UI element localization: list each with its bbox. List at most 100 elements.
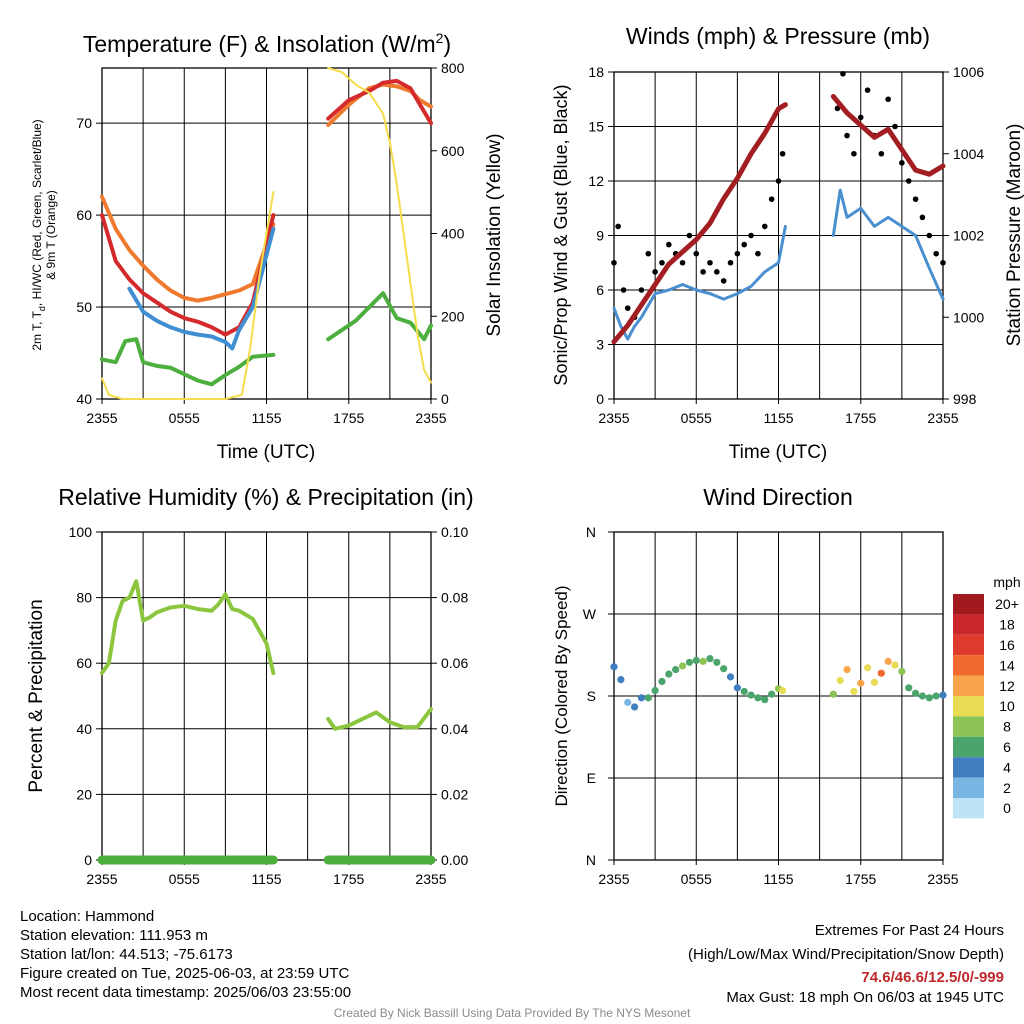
max-gust: Max Gust: 18 mph On 06/03 at 1945 UTC	[726, 989, 1004, 1006]
station-info: Location: Hammond Station elevation: 111…	[20, 907, 351, 1002]
gust-point	[645, 250, 652, 257]
temp-ylabel-right: Solar Insolation (Yellow)	[484, 133, 505, 336]
winds-ylabel-right: Station Pressure (Maroon)	[1004, 124, 1024, 347]
direction-point	[884, 657, 892, 665]
y-tick-label: 50	[76, 299, 92, 315]
legend-swatch	[953, 634, 984, 656]
direction-point	[939, 691, 947, 699]
gust-point	[878, 150, 885, 157]
x-tick-label: 1155	[251, 410, 281, 426]
extremes-subtitle: (High/Low/Max Wind/Precipitation/Snow De…	[688, 946, 1004, 963]
legend-swatch	[953, 757, 984, 778]
insolation-line	[327, 67, 432, 384]
gust-point	[666, 241, 672, 248]
gust-point	[755, 250, 761, 257]
gust-point	[933, 250, 939, 257]
humidity-title: Relative Humidity (%) & Precipitation (i…	[58, 484, 473, 510]
legend-swatch	[953, 798, 984, 819]
legend-swatch	[953, 614, 984, 635]
direction-point	[836, 676, 844, 685]
direction-point	[692, 656, 700, 665]
y2-tick-label: 0.06	[441, 655, 468, 671]
gust-point	[707, 259, 713, 266]
x-tick-label: 2355	[598, 410, 629, 426]
y2-tick-label: 0.00	[441, 852, 468, 868]
x-tick-label: 1755	[845, 871, 876, 887]
y2-tick-label: 400	[441, 226, 465, 242]
gust-point	[686, 232, 693, 239]
direction-point	[905, 684, 913, 692]
direction-point	[768, 690, 776, 698]
y-tick-label: 6	[596, 282, 604, 298]
direction-point	[624, 698, 632, 706]
y-tick-label: 40	[76, 391, 92, 407]
gust-point	[864, 87, 871, 93]
gust-point	[857, 114, 864, 121]
y2-tick-label: 200	[441, 308, 465, 324]
legend-label: 12	[999, 678, 1015, 694]
panel-direction	[613, 531, 944, 865]
x-tick-label: 2355	[86, 410, 117, 426]
direction-point	[857, 679, 865, 687]
y2-tick-label: 0.04	[441, 721, 468, 737]
direction-point	[911, 689, 920, 697]
legend-swatch	[953, 594, 984, 615]
extremes-values: 74.6/46.6/12.5/0/-999	[861, 969, 1004, 986]
y2-tick-label: 1004	[953, 146, 984, 162]
gust-point	[912, 196, 919, 202]
y-tick-label: 0	[596, 391, 604, 407]
winds-ylabel: Sonic/Prop Wind & Gust (Blue, Black)	[551, 84, 571, 385]
y2-tick-label: 0.02	[441, 786, 468, 802]
temp-green-line	[100, 337, 276, 387]
legend-swatch	[953, 777, 984, 798]
gust-point	[851, 150, 857, 157]
x-tick-label: 1755	[333, 410, 364, 426]
gust-point	[652, 269, 658, 275]
y2-tick-label: 1000	[953, 309, 984, 325]
y-tick-label: 0	[84, 852, 92, 868]
x-tick-label: 1755	[333, 871, 364, 887]
direction-point	[672, 665, 680, 674]
direction-tick-label: N	[586, 524, 596, 540]
legend-label: 20+	[995, 596, 1019, 612]
y-tick-label: 18	[588, 64, 604, 80]
wind-speed-line	[831, 188, 945, 301]
gust-point	[720, 278, 727, 284]
direction-point	[699, 657, 707, 665]
gust-point	[892, 123, 898, 130]
gust-point	[748, 232, 754, 239]
y-tick-label: 80	[76, 590, 92, 606]
direction-point	[665, 670, 673, 678]
legend-swatch	[953, 675, 984, 696]
y2-tick-label: 1006	[953, 64, 984, 80]
direction-point	[864, 664, 872, 672]
x-tick-label: 0555	[169, 871, 200, 887]
direction-title: Wind Direction	[703, 484, 853, 510]
x-tick-label: 1755	[845, 410, 876, 426]
gust-point	[615, 223, 621, 230]
x-tick-label: 2355	[415, 871, 446, 887]
legend-label: 16	[999, 637, 1015, 653]
direction-point	[706, 655, 714, 663]
temp-title: Temperature (F) & Insolation (W/m2)	[83, 30, 451, 57]
gust-point	[611, 259, 617, 266]
direction-point	[733, 684, 741, 692]
direction-point	[637, 694, 646, 702]
legend-label: 2	[1003, 780, 1011, 796]
winds-xlabel: Time (UTC)	[729, 442, 828, 463]
gust-point	[659, 259, 665, 266]
direction-tick-label: S	[587, 688, 596, 704]
direction-point	[918, 692, 927, 700]
direction-point	[850, 687, 858, 696]
x-tick-label: 2355	[415, 410, 446, 426]
gust-point	[714, 269, 720, 275]
y2-tick-label: 1002	[953, 228, 984, 244]
gust-point	[638, 287, 645, 293]
legend-swatch	[953, 736, 984, 758]
x-tick-label: 2355	[86, 871, 117, 887]
x-tick-label: 1155	[763, 871, 793, 887]
x-tick-label: 0555	[681, 871, 712, 887]
extremes-title: Extremes For Past 24 Hours	[814, 922, 1004, 939]
gust-point	[727, 259, 734, 266]
direction-point	[740, 687, 748, 696]
